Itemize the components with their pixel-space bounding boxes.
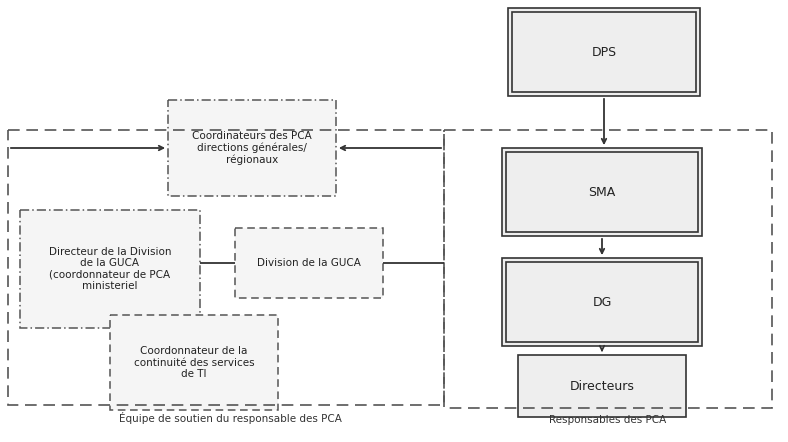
Text: DG: DG xyxy=(593,296,611,309)
Bar xyxy=(444,130,772,408)
Bar xyxy=(512,12,696,92)
Bar xyxy=(168,100,336,196)
Text: SMA: SMA xyxy=(589,186,615,198)
Bar xyxy=(502,258,702,346)
Bar xyxy=(110,315,278,410)
Bar xyxy=(20,210,200,328)
Bar xyxy=(508,8,700,96)
Bar xyxy=(235,228,383,298)
Bar xyxy=(8,130,444,405)
Text: Directeur de la Division
de la GUCA
(coordonnateur de PCA
ministeriel: Directeur de la Division de la GUCA (coo… xyxy=(49,247,171,291)
Bar xyxy=(506,262,698,342)
Text: Division de la GUCA: Division de la GUCA xyxy=(257,258,361,268)
Text: Directeurs: Directeurs xyxy=(570,380,634,392)
Text: DPS: DPS xyxy=(592,46,616,58)
Text: Responsables des PCA: Responsables des PCA xyxy=(549,415,667,425)
Bar xyxy=(518,355,686,417)
Bar xyxy=(506,152,698,232)
Bar xyxy=(502,148,702,236)
Text: Coordonnateur de la
continuité des services
de TI: Coordonnateur de la continuité des servi… xyxy=(134,346,255,379)
Text: Équipe de soutien du responsable des PCA: Équipe de soutien du responsable des PCA xyxy=(118,412,341,424)
Text: Coordinateurs des PCA
directions générales/
régionaux: Coordinateurs des PCA directions général… xyxy=(192,131,312,165)
